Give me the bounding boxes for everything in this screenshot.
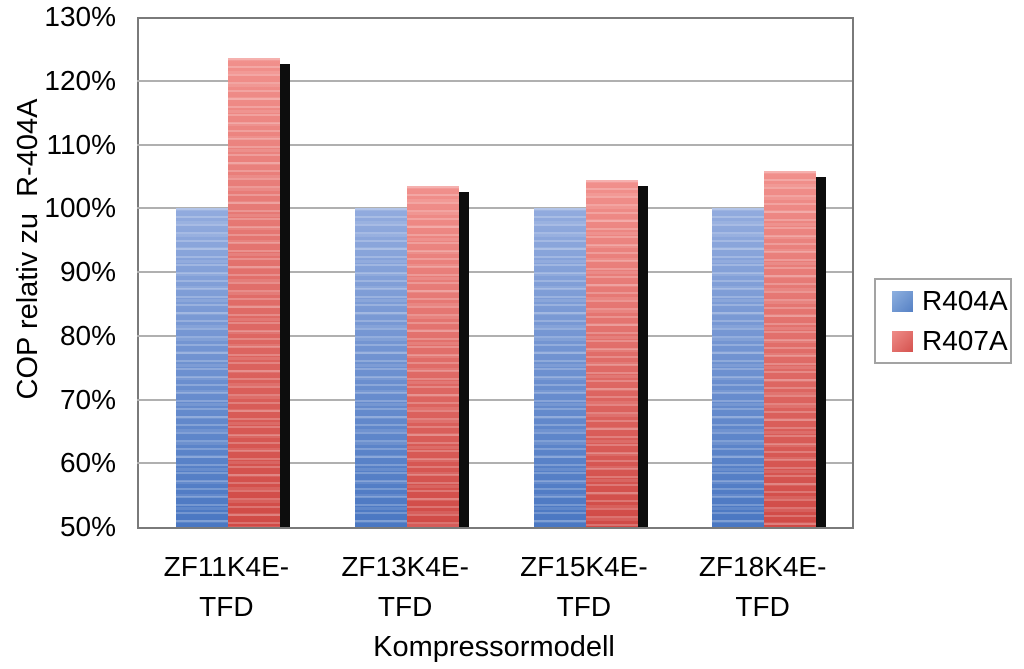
y-tick-label-110: 110% (46, 128, 116, 160)
bar-shadow-2 (458, 191, 469, 527)
legend-label-r404a: R404A (922, 285, 1008, 316)
legend-swatch-r407a (892, 330, 913, 352)
legend-entry-r404a: R404A (892, 282, 1010, 320)
bar-r407a-4 (764, 171, 817, 527)
gridline-90 (137, 271, 852, 273)
y-tick-label-60: 60% (59, 447, 116, 479)
y-tick-label-130: 130% (44, 1, 116, 32)
gridline-70 (137, 398, 852, 401)
bar-r404a-2 (354, 208, 407, 527)
bar-r404a-4 (712, 208, 765, 527)
x-tick-label-4: ZF18K4E- TFD (698, 551, 827, 622)
bar-r407a-3 (585, 179, 638, 527)
legend: R404A R407A (874, 278, 1012, 364)
bar-r404a-3 (533, 208, 586, 527)
gridline-110 (137, 143, 852, 146)
gridline-60 (137, 462, 852, 465)
legend-swatch-r404a (892, 290, 913, 312)
y-tick-label-100: 100% (44, 192, 116, 224)
y-tick-label-50: 50% (59, 511, 116, 542)
bar-r407a-1 (228, 58, 280, 527)
y-tick-label-70: 70% (59, 383, 116, 415)
y-tick-label-80: 80% (59, 319, 116, 351)
x-tick-label-1: ZF11K4E- TFD (163, 551, 290, 622)
legend-entry-r407a: R407A (892, 322, 1010, 360)
bar-shadow-1 (280, 64, 290, 527)
x-axis-title: Kompressormodell (373, 631, 615, 663)
gridline-120 (137, 79, 852, 82)
bar-shadow-3 (637, 185, 648, 527)
gridline-100 (137, 207, 852, 210)
bar-shadow-4 (816, 177, 827, 527)
bar-r407a-2 (406, 185, 459, 527)
gridline-80 (137, 334, 852, 337)
x-tick-label-2: ZF13K4E- TFD (341, 551, 469, 622)
x-tick-label-3: ZF15K4E- TFD (520, 551, 648, 622)
legend-label-r407a: R407A (922, 325, 1008, 356)
y-tick-label-90: 90% (59, 256, 116, 287)
y-tick-label-120: 120% (44, 64, 116, 96)
bar-r404a-1 (176, 208, 228, 527)
